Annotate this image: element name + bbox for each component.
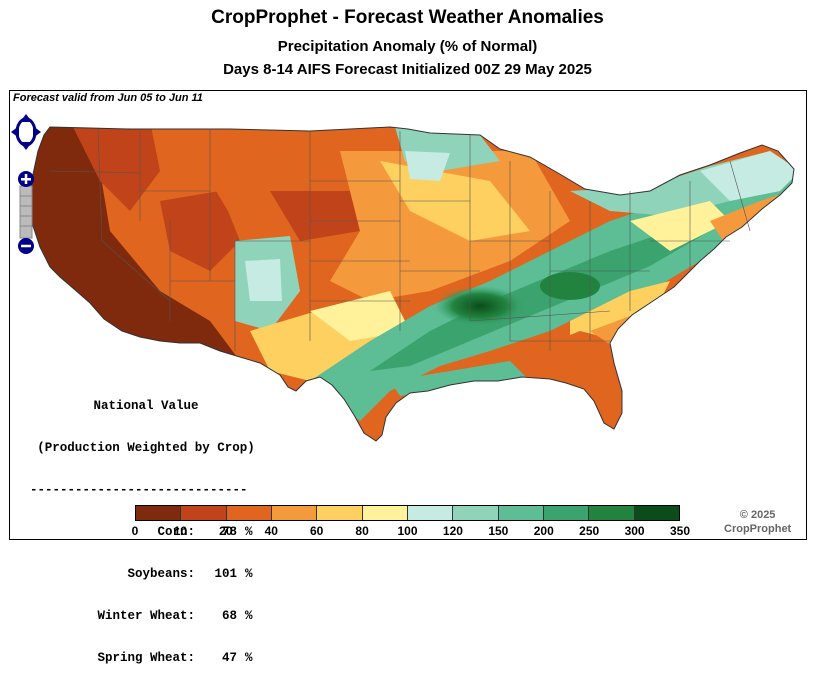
legend-color-cell bbox=[453, 506, 499, 520]
legend-color-cell bbox=[589, 506, 635, 520]
legend-tick-label: 100 bbox=[397, 524, 418, 538]
zoom-control[interactable] bbox=[16, 170, 36, 260]
stat-row: Winter Wheat: 68 % bbox=[30, 609, 262, 623]
legend-color-cell bbox=[498, 506, 544, 520]
pan-control[interactable] bbox=[10, 112, 42, 152]
legend-color-cell bbox=[634, 506, 679, 520]
pan-arrows-icon[interactable] bbox=[11, 114, 41, 150]
stat-unit: % bbox=[245, 525, 253, 539]
legend-tick-label: 150 bbox=[488, 524, 509, 538]
copyright-name: CropProphet bbox=[724, 523, 792, 535]
legend-tick-label: 200 bbox=[533, 524, 554, 538]
page-title: CropProphet - Forecast Weather Anomalies bbox=[211, 7, 604, 28]
legend-tick-label: 300 bbox=[624, 524, 645, 538]
legend-color-cell bbox=[407, 506, 454, 520]
copyright: © 2025 CropProphet bbox=[724, 508, 791, 536]
forecast-init-line: Days 8-14 AIFS Forecast Initialized 00Z … bbox=[223, 61, 592, 78]
stats-heading: National Value bbox=[93, 399, 199, 413]
legend-color-cell bbox=[543, 506, 590, 520]
zoom-out-icon[interactable] bbox=[18, 238, 34, 254]
forecast-valid-text: Forecast valid from Jun 05 to Jun 11 bbox=[13, 92, 203, 104]
stat-row: Corn: 78 % bbox=[30, 525, 262, 539]
legend-color-cell bbox=[181, 506, 227, 520]
legend-color-cell bbox=[362, 506, 408, 520]
copyright-year: © 2025 bbox=[739, 509, 776, 521]
legend-color-cell bbox=[226, 506, 272, 520]
stat-value: 47 bbox=[221, 651, 237, 665]
legend-tick-label: 0 bbox=[131, 524, 139, 538]
stat-unit: % bbox=[245, 651, 253, 665]
legend-tick-label: 350 bbox=[669, 524, 691, 538]
legend-tick-label: 120 bbox=[442, 524, 463, 538]
color-legend bbox=[135, 505, 680, 521]
stats-divider: ----------------------------- bbox=[30, 483, 248, 497]
map-subtitle: Precipitation Anomaly (% of Normal) bbox=[277, 38, 538, 55]
stat-label: Soybeans: bbox=[127, 567, 195, 581]
stat-label: Winter Wheat: bbox=[97, 609, 195, 623]
stat-value: 78 bbox=[221, 525, 237, 539]
legend-color-cell bbox=[271, 506, 318, 520]
stat-value: 68 bbox=[221, 609, 237, 623]
legend-tick-label: 60 bbox=[309, 524, 324, 538]
stat-label: Spring Wheat: bbox=[97, 651, 195, 665]
legend-tick-label: 10 bbox=[173, 524, 188, 538]
zoom-in-icon[interactable] bbox=[18, 171, 34, 187]
stat-label: Corn: bbox=[157, 525, 195, 539]
us-precipitation-map[interactable] bbox=[10, 91, 806, 501]
stat-unit: % bbox=[245, 609, 253, 623]
stat-value: 101 bbox=[214, 567, 237, 581]
legend-color-cell bbox=[136, 506, 182, 520]
zoom-slider-track[interactable] bbox=[19, 185, 33, 239]
stats-subheading: (Production Weighted by Crop) bbox=[37, 441, 255, 455]
legend-color-cell bbox=[317, 506, 363, 520]
legend-tick-label: 250 bbox=[579, 524, 600, 538]
legend-ticks: 0 10 20 40 60 80 100 120 150 200 250 300 350 bbox=[131, 524, 690, 540]
stat-row: Spring Wheat: 47 % bbox=[30, 651, 262, 665]
legend-tick-label: 80 bbox=[355, 524, 369, 538]
legend-tick-label: 20 bbox=[219, 524, 233, 538]
state-borders bbox=[29, 126, 795, 442]
legend-tick-label: 40 bbox=[264, 524, 278, 538]
stat-unit: % bbox=[245, 567, 253, 581]
stat-row: Soybeans: 101 % bbox=[30, 567, 262, 581]
